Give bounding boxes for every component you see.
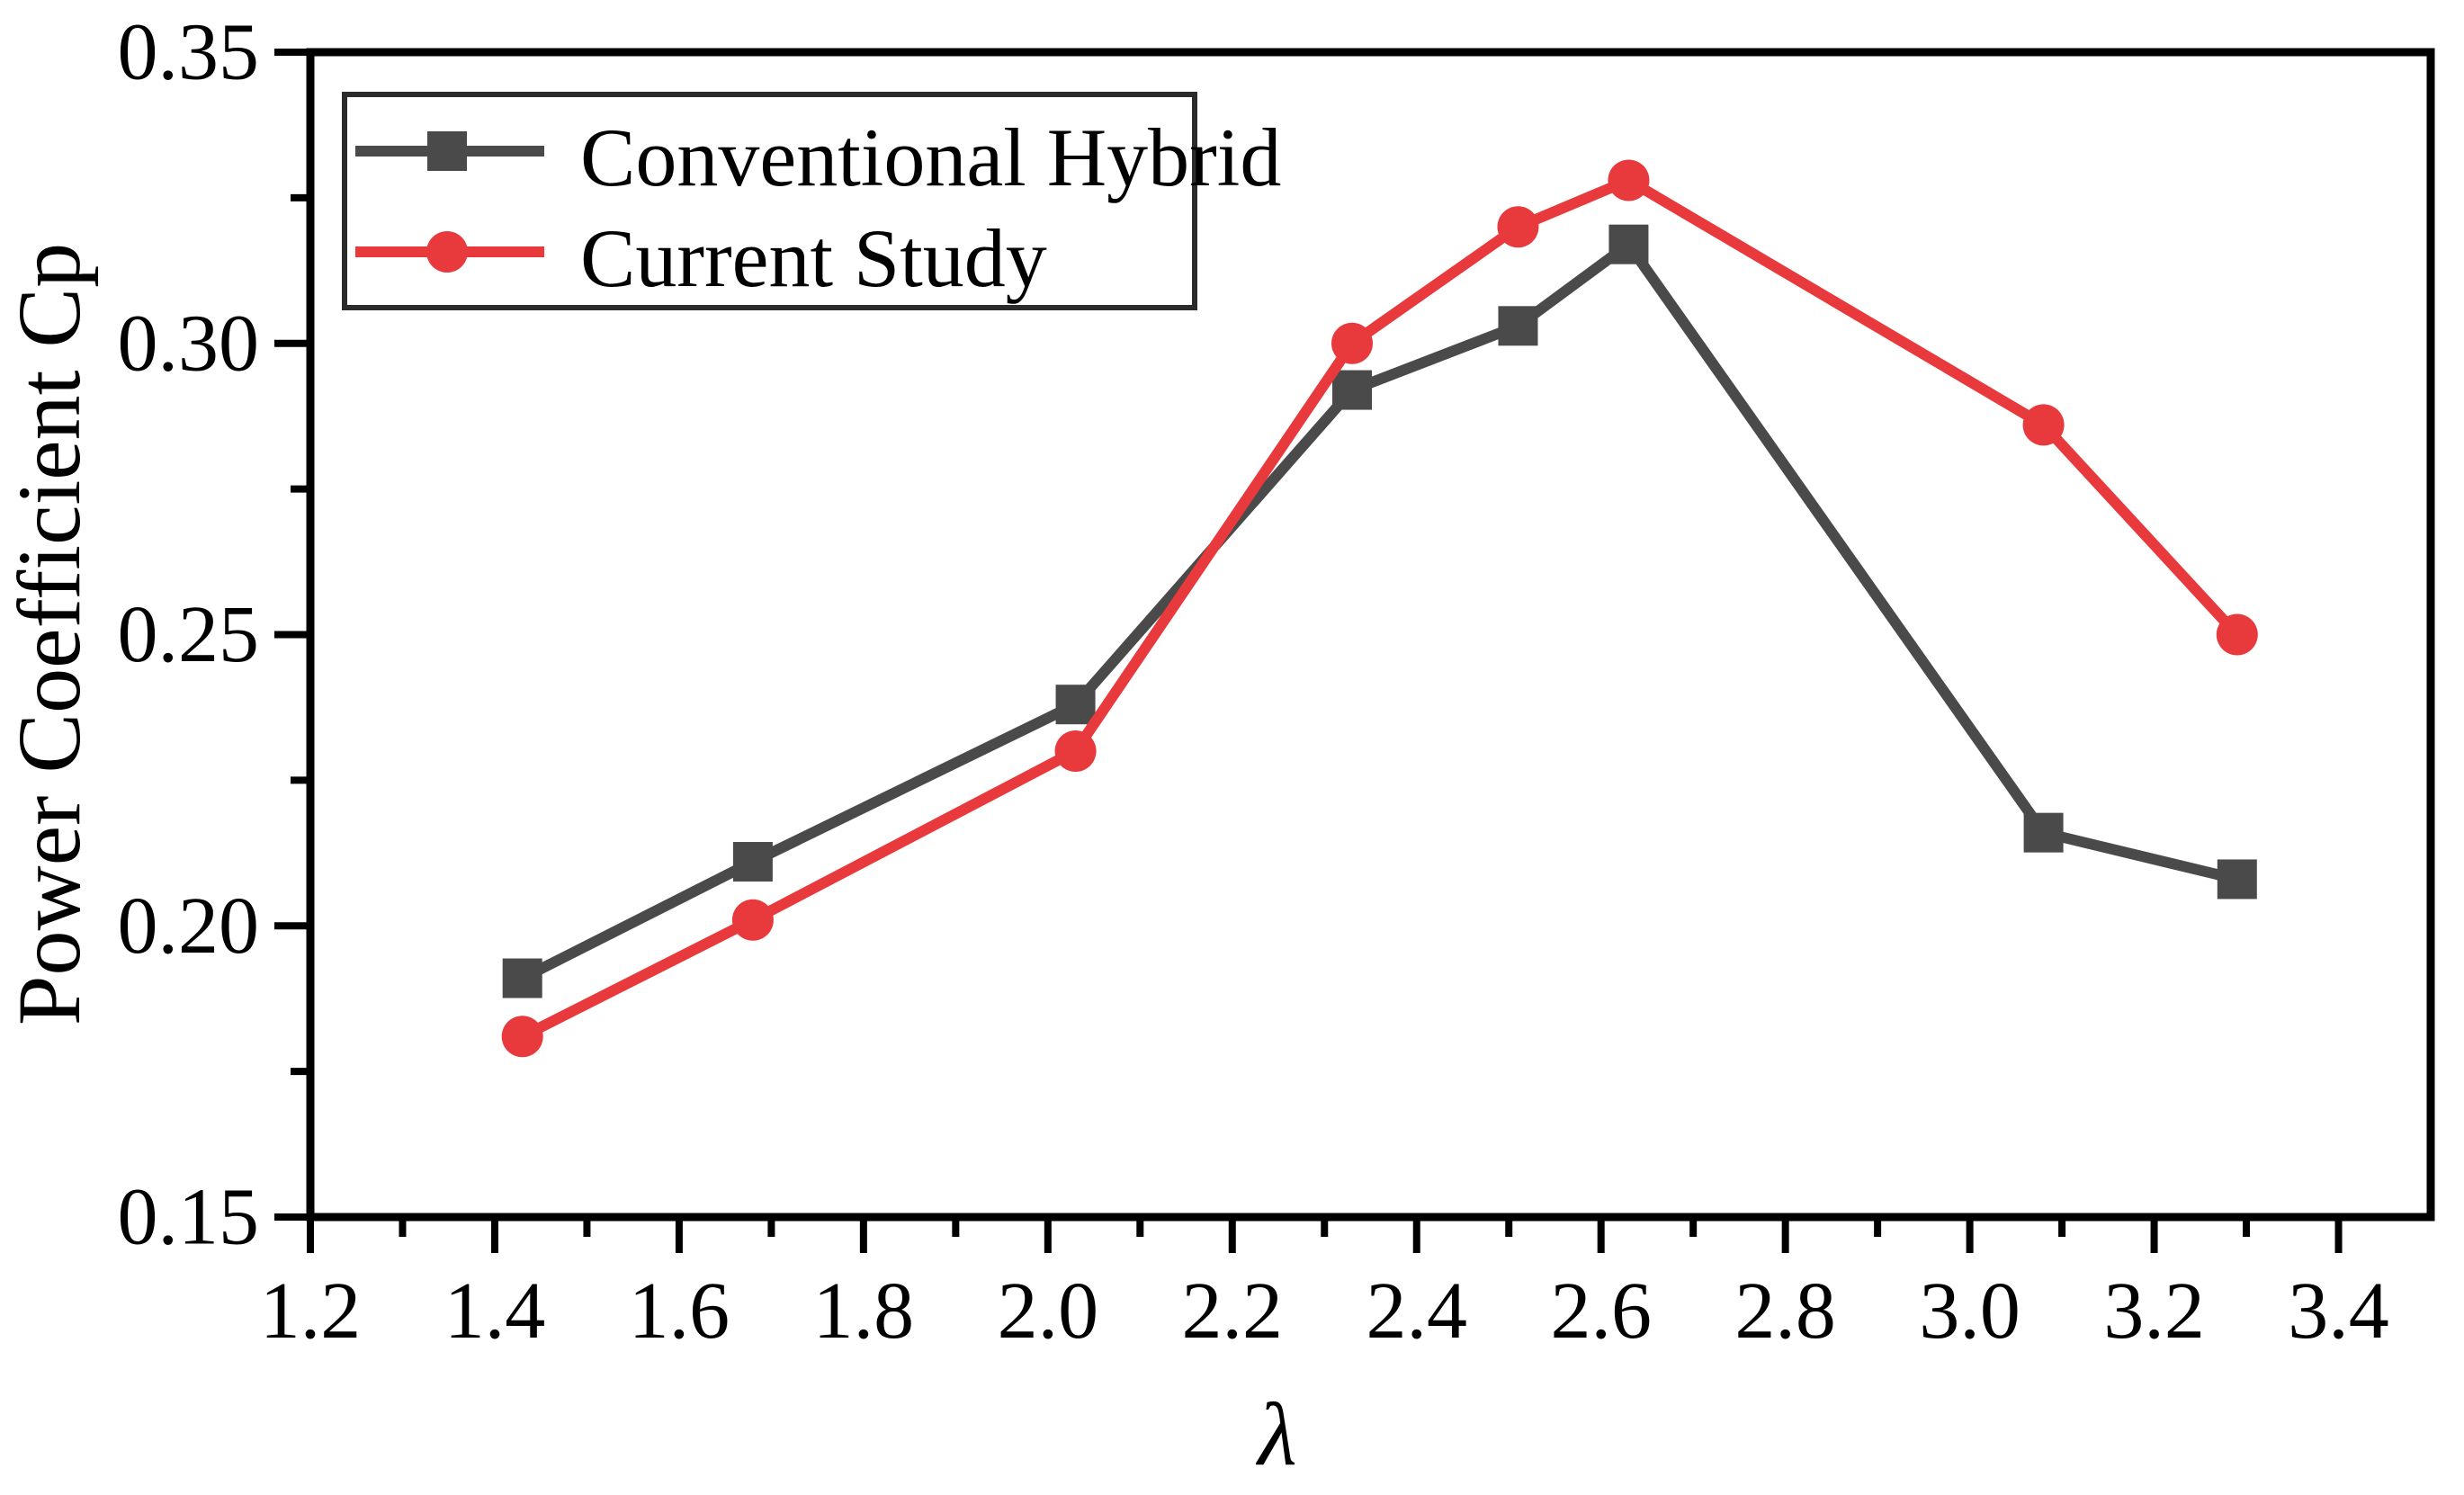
- series-current-study: [501, 159, 2258, 1058]
- x-tick-label: 3.2: [2103, 1267, 2205, 1356]
- legend-label: Current Study: [580, 212, 1047, 304]
- x-tick-label: 1.4: [444, 1267, 546, 1356]
- y-tick-label: 0.35: [118, 8, 260, 97]
- plot-axes: 1.2 1.4 1.6 1.8 2.0 2.2 2.4 2.6 2.8 3.0 3.2 3.4 0.15…: [118, 8, 2435, 1356]
- data-point-marker: [1608, 224, 1649, 264]
- data-point-marker: [1055, 685, 1096, 725]
- y-tick-label: 0.15: [118, 1173, 260, 1262]
- series-line: [519, 237, 2239, 983]
- legend-entry-conventional-hybrid: Conventional Hybrid: [355, 112, 1281, 203]
- y-tick-label: 0.20: [118, 882, 260, 971]
- x-axis-title: λ: [1255, 1384, 1296, 1484]
- x-tick-label: 3.0: [1919, 1267, 2020, 1356]
- data-point-marker: [502, 958, 542, 998]
- x-tick-label: 2.4: [1366, 1267, 1467, 1356]
- data-point-marker: [2217, 859, 2257, 900]
- data-point-marker: [1331, 322, 1374, 364]
- x-tick-label: 1.2: [260, 1267, 362, 1356]
- data-point-marker: [1608, 159, 1650, 201]
- legend-marker-circle: [426, 231, 468, 273]
- data-point-marker: [2022, 404, 2065, 446]
- legend-box: [342, 92, 1197, 310]
- x-tick-label: 2.2: [1182, 1267, 1284, 1356]
- data-point-marker: [2216, 613, 2258, 656]
- y-tick-label: 0.30: [118, 299, 260, 388]
- legend-marker-square: [427, 131, 467, 171]
- y-axis-title: Power Coefficient Cp: [0, 243, 99, 1025]
- legend-entry-current-study: Current Study: [355, 212, 1047, 304]
- data-point-marker: [1497, 206, 1539, 248]
- data-point-marker: [1332, 370, 1373, 410]
- x-tick-label: 2.6: [1550, 1267, 1652, 1356]
- x-tick-label: 1.8: [813, 1267, 915, 1356]
- data-point-marker: [2023, 812, 2064, 853]
- series-conventional-hybrid: [502, 224, 2257, 998]
- data-point-marker: [731, 899, 774, 941]
- x-tick-label: 1.6: [629, 1267, 730, 1356]
- data-point-marker: [501, 1016, 543, 1058]
- y-tick-label: 0.25: [118, 590, 260, 679]
- data-point-marker: [1054, 730, 1097, 772]
- data-point-marker: [732, 842, 773, 882]
- legend-label: Conventional Hybrid: [580, 112, 1281, 203]
- x-tick-label: 2.0: [998, 1267, 1099, 1356]
- x-tick-label: 2.8: [1734, 1267, 1836, 1356]
- plot-border: [306, 48, 2435, 1222]
- x-tick-label: 3.4: [2288, 1267, 2389, 1356]
- series-line: [519, 174, 2242, 1042]
- data-point-marker: [1498, 306, 1538, 346]
